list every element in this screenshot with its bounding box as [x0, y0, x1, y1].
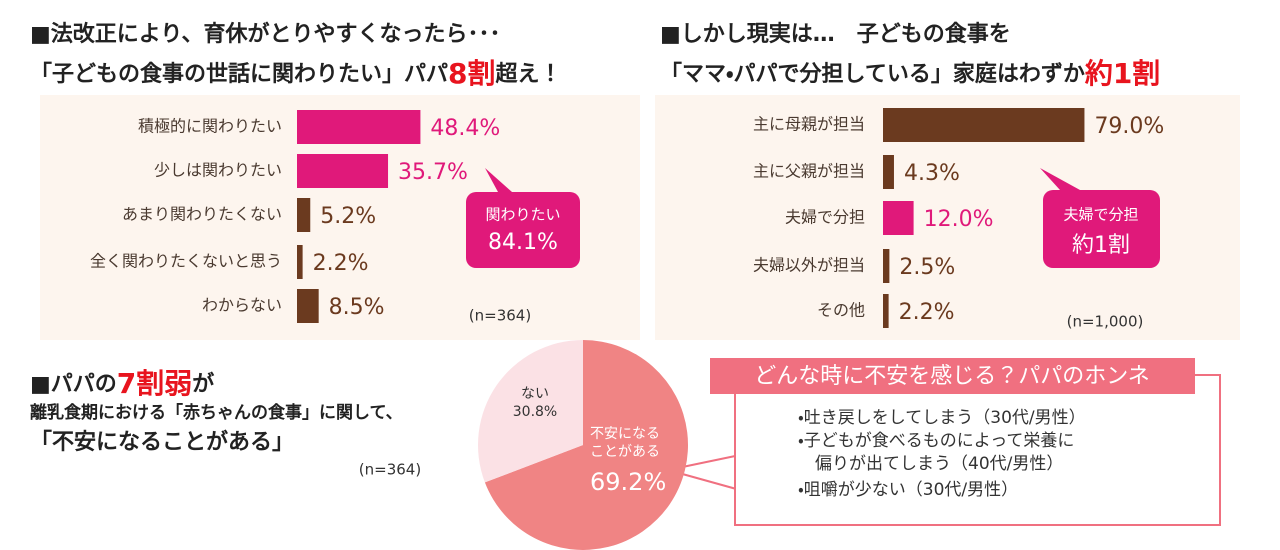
category-label: 主に父親が担当: [753, 162, 865, 181]
value-label: 35.7%: [398, 160, 468, 185]
value-label: 2.5%: [899, 255, 955, 280]
bar: [883, 155, 894, 189]
callout-tail: [1040, 168, 1080, 190]
callout-text: 夫婦で分担: [1063, 206, 1138, 224]
quote-box: [734, 374, 1221, 526]
category-label: その他: [817, 301, 865, 320]
category-label: 主に母親が担当: [753, 115, 865, 134]
value-label: 4.3%: [904, 161, 960, 186]
category-label: 少しは関わりたい: [154, 161, 282, 180]
quote-banner: [710, 358, 1195, 394]
title-line: ■法改正により、育休がとりやすくなったら･･･: [30, 21, 500, 47]
callout-value: 約1割: [1072, 233, 1130, 258]
title-segment: 「不安になることがある」: [30, 429, 294, 455]
bar: [883, 294, 889, 328]
value-label: 12.0%: [924, 207, 994, 232]
title-line: ■パパの7割弱が: [30, 367, 214, 400]
value-label: 2.2%: [899, 300, 955, 325]
callout-value: 84.1%: [488, 230, 558, 255]
title-segment: 超え！: [496, 62, 562, 87]
pie-slice: [484, 340, 688, 550]
value-label: 5.2%: [320, 204, 376, 229]
title-line: 「子どもの食事の世話に関わりたい」パパ8割超え！: [30, 57, 562, 90]
category-label: あまり関わりたくない: [122, 205, 282, 224]
pie-slice: [477, 340, 583, 483]
category-label: 全く関わりたくないと思う: [90, 252, 282, 271]
title-segment: 離乳食期における「赤ちゃんの食事」に関して、: [30, 402, 403, 423]
callout-box: [1043, 190, 1160, 268]
bar: [297, 198, 311, 232]
title-segment: ■しかし現実は… 子どもの食事を: [660, 21, 1011, 47]
quote-title: どんな時に不安を感じる？パパのホンネ: [754, 364, 1150, 389]
title-segment: ■パパの: [30, 372, 117, 397]
title-line: 「不安になることがある」: [30, 429, 294, 455]
category-label: わからない: [202, 296, 282, 315]
pie-value: 69.2%: [590, 468, 667, 496]
quote-item: ・子どもが食べるものによって栄養に: [798, 431, 1074, 451]
quote-tail-cover: [741, 456, 745, 489]
title-segment: 7割弱: [117, 367, 192, 400]
value-label: 2.2%: [313, 251, 369, 276]
callout-tail: [485, 168, 512, 192]
pie-category: ない: [521, 386, 549, 402]
sample-note: (n=364): [469, 307, 531, 325]
callout-box: [466, 192, 580, 268]
title-segment: ■法改正により、育休がとりやすくなったら･･･: [30, 21, 500, 47]
sample-note: (n=1,000): [1067, 313, 1144, 331]
sample-note: (n=364): [359, 461, 421, 479]
pie-label: 不安になることがある 69.2%: [590, 425, 667, 497]
title-segment: 8割: [448, 57, 495, 90]
title-line: 離乳食期における「赤ちゃんの食事」に関して、: [30, 402, 403, 423]
bar: [883, 108, 1085, 142]
category-label: 積極的に関わりたい: [138, 117, 282, 136]
quote-item: ・咀嚼が少ない（30代/男性）: [798, 480, 1018, 500]
pie-value: 30.8%: [512, 404, 558, 420]
bar: [297, 289, 319, 323]
category-label: 夫婦以外が担当: [753, 256, 865, 275]
bar: [297, 110, 421, 144]
category-label: 夫婦で分担: [785, 208, 865, 227]
bar: [297, 245, 303, 279]
value-label: 48.4%: [430, 116, 500, 141]
bar: [883, 201, 914, 235]
title-segment: 「ママ・パパで分担している」家庭はわずか: [660, 62, 1085, 87]
title-line: ■しかし現実は… 子どもの食事を: [660, 21, 1011, 47]
value-label: 79.0%: [1094, 114, 1164, 139]
quote-item: ・吐き戻しをしてしまう（30代/男性）: [798, 408, 1086, 428]
title-segment: 「子どもの食事の世話に関わりたい」パパ: [30, 61, 448, 87]
title-segment: 約1割: [1084, 57, 1160, 90]
title-segment: が: [192, 371, 214, 397]
bar: [883, 249, 890, 283]
quote-item: 偏りが出てしまう（40代/男性）: [798, 454, 1063, 474]
bar: [297, 154, 389, 188]
pie-label: ない 30.8%: [503, 385, 567, 421]
pie-category: 不安になることがある: [590, 426, 660, 460]
title-line: 「ママ・パパで分担している」家庭はわずか約1割: [660, 57, 1160, 90]
callout-text: 関わりたい: [485, 206, 560, 224]
value-label: 8.5%: [329, 295, 385, 320]
